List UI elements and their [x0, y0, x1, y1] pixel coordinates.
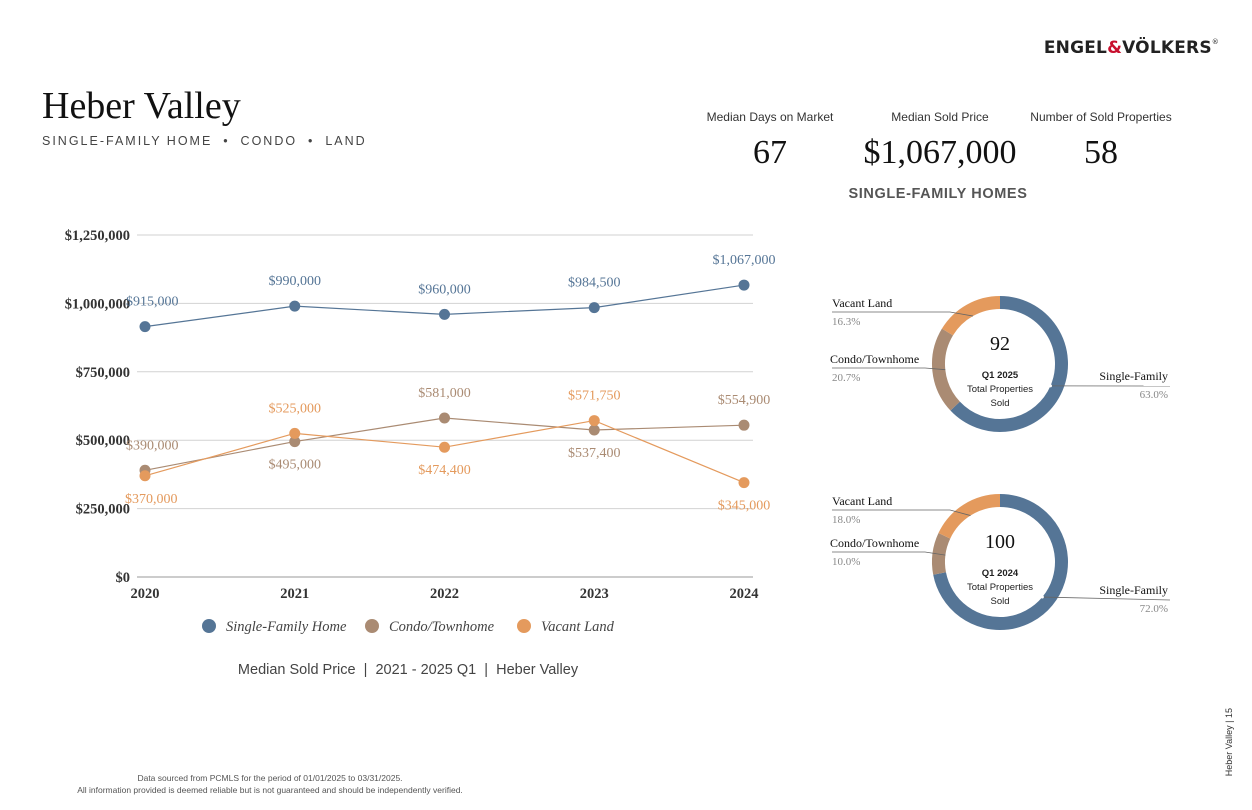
donut-center-label: Total Properties — [967, 582, 1033, 593]
donut-center-label: Q1 2025 — [982, 370, 1019, 381]
donut-center-label: Total Properties — [967, 384, 1033, 395]
data-point — [588, 424, 600, 436]
stat-label-days-on-market: Median Days on Market — [706, 110, 834, 124]
slice-percent-label: 16.3% — [832, 316, 860, 328]
data-label: $525,000 — [269, 401, 322, 416]
leader-line — [832, 367, 946, 371]
donut-slice — [941, 296, 1001, 336]
donut-center-label: Sold — [990, 596, 1009, 607]
leader-line — [1042, 596, 1171, 601]
leader-line — [832, 551, 946, 556]
slice-percent-label: 72.0% — [1140, 603, 1168, 615]
data-label: $495,000 — [269, 458, 322, 473]
footnote-disclaimer: All information provided is deemed relia… — [77, 785, 463, 795]
data-point — [289, 427, 301, 439]
data-label: $571,750 — [568, 389, 621, 404]
legend-marker — [202, 619, 216, 633]
x-tick-label: 2021 — [280, 586, 309, 602]
y-tick-label: $500,000 — [76, 433, 130, 449]
data-point — [439, 441, 450, 453]
slice-name-label: Condo/Townhome — [830, 352, 919, 366]
legend-label: Single-Family Home — [226, 619, 347, 635]
stat-label-sold-properties: Number of Sold Properties — [1030, 110, 1172, 124]
data-point — [289, 436, 301, 448]
donut-center-label: Q1 2024 — [982, 568, 1019, 579]
donut-slice — [932, 328, 961, 411]
legend-marker — [517, 619, 531, 633]
legend-label: Vacant Land — [541, 619, 615, 635]
x-tick-label: 2020 — [131, 586, 160, 602]
slice-name-label: Vacant Land — [832, 296, 892, 310]
donut-slice — [933, 494, 1068, 630]
data-label: $474,400 — [418, 463, 471, 478]
leader-line — [832, 509, 971, 516]
data-point — [588, 302, 600, 314]
chart-caption: Median Sold Price | 2021 - 2025 Q1 | Heb… — [237, 662, 579, 678]
donut-chart-q1-2024: 100 Q1 2024 Total Properties Sold Vacant Lan… — [830, 494, 1171, 630]
data-label: $984,500 — [568, 276, 621, 291]
data-label: $960,000 — [418, 282, 471, 297]
data-label: $537,400 — [568, 446, 621, 461]
data-point — [738, 279, 750, 291]
y-tick-label: $0 — [116, 570, 131, 586]
y-tick-label: $1,000,000 — [65, 296, 130, 312]
slice-name-label: Vacant Land — [832, 494, 892, 508]
legend-marker — [365, 619, 379, 633]
data-label: $370,000 — [125, 492, 178, 507]
data-label: $581,000 — [418, 386, 471, 401]
leader-dot — [1048, 384, 1052, 388]
footnote-source: Data sourced from PCMLS for the period o… — [137, 773, 403, 783]
data-label: $390,000 — [126, 438, 179, 453]
x-tick-label: 2023 — [580, 586, 609, 602]
y-tick-label: $1,250,000 — [65, 228, 130, 244]
stat-value-sold-properties: 58 — [1084, 134, 1118, 171]
slice-name-label: Single-Family — [1099, 583, 1168, 597]
y-tick-label: $750,000 — [76, 365, 130, 381]
stat-label-median-sold-price: Median Sold Price — [891, 110, 989, 124]
donut-slice — [950, 296, 1068, 432]
x-tick-label: 2022 — [430, 586, 459, 602]
donut-slice — [938, 494, 1001, 539]
data-point — [738, 419, 750, 431]
data-point — [439, 308, 450, 320]
engel-volkers-logo: ENGEL&VÖLKERS® — [1043, 38, 1219, 58]
legend-label: Condo/Townhome — [389, 619, 495, 635]
slice-percent-label: 18.0% — [832, 514, 860, 526]
slice-percent-label: 20.7% — [832, 372, 860, 384]
donut-chart-q1-2025: 92 Q1 2025 Total Properties Sold Vacant Land… — [830, 296, 1171, 432]
donut-center-value: 92 — [990, 333, 1010, 355]
page-title: Heber Valley — [42, 85, 241, 127]
data-label: $1,067,000 — [713, 253, 776, 268]
data-label: $554,900 — [718, 393, 771, 408]
data-point — [139, 321, 151, 333]
page-subtitle: SINGLE-FAMILY HOME • CONDO • LAND — [42, 134, 367, 148]
data-point — [139, 470, 151, 482]
stat-value-median-sold-price: $1,067,000 — [863, 134, 1017, 171]
data-point — [588, 415, 600, 427]
data-point — [289, 300, 301, 312]
slice-name-label: Condo/Townhome — [830, 536, 919, 550]
x-tick-label: 2024 — [730, 586, 759, 602]
data-label: $345,000 — [718, 499, 771, 514]
leader-dot — [1040, 595, 1044, 599]
slice-percent-label: 10.0% — [832, 556, 860, 568]
data-point — [439, 412, 450, 424]
slice-name-label: Single-Family — [1099, 369, 1168, 383]
leader-line — [832, 311, 974, 317]
data-point — [738, 477, 750, 489]
stat-value-days-on-market: 67 — [753, 134, 787, 171]
donut-center-value: 100 — [985, 531, 1015, 553]
stats-caption: SINGLE-FAMILY HOMES — [848, 186, 1028, 202]
y-tick-label: $250,000 — [76, 502, 130, 518]
page-number-label: Heber Valley | 15 — [1224, 708, 1234, 777]
slice-percent-label: 63.0% — [1140, 389, 1168, 401]
data-label: $990,000 — [269, 274, 322, 289]
median-price-line-chart: $0 $250,000 $500,000 $750,000 $1,000,000 $1,2… — [65, 228, 776, 635]
donut-center-label: Sold — [990, 398, 1009, 409]
data-label: $915,000 — [126, 295, 179, 310]
